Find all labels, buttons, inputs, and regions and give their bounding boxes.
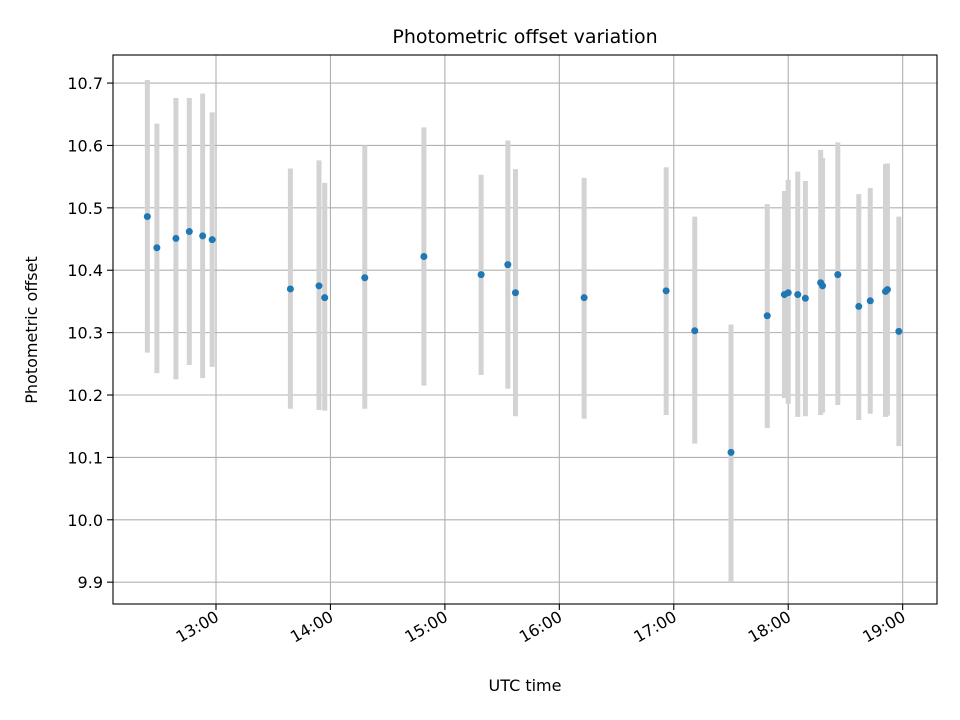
data-point: [361, 274, 369, 282]
data-point: [477, 271, 485, 279]
data-point: [763, 312, 771, 320]
y-tick-label: 10.3: [67, 324, 103, 343]
chart-title: Photometric offset variation: [392, 26, 657, 48]
data-point: [819, 282, 827, 290]
data-point: [153, 244, 161, 252]
y-tick-label: 10.5: [67, 199, 103, 218]
data-point: [185, 228, 193, 236]
data-point: [511, 289, 519, 297]
data-point: [315, 282, 323, 290]
y-tick-label: 10.7: [67, 74, 103, 93]
data-point: [727, 448, 735, 456]
data-point: [883, 286, 891, 294]
data-point: [866, 297, 874, 305]
data-point: [784, 289, 792, 297]
data-point: [286, 285, 294, 293]
y-tick-label: 10.0: [67, 511, 103, 530]
plot-frame: [112, 54, 938, 605]
data-point: [199, 232, 207, 240]
data-point: [834, 271, 842, 279]
data-point: [143, 213, 151, 221]
data-point: [691, 327, 699, 335]
y-axis-label: Photometric offset: [22, 256, 41, 404]
data-point: [801, 294, 809, 302]
y-axis-ticks: 9.9 10.0 10.1 10.2 10.3 10.4 10.5 10.6 10.7: [67, 74, 113, 592]
data-point: [855, 302, 863, 310]
x-axis-label: UTC time: [489, 676, 562, 695]
data-point: [895, 327, 903, 335]
data-point: [794, 291, 802, 299]
y-tick-label: 10.2: [67, 386, 103, 405]
data-points: [143, 213, 903, 456]
y-tick-label: 9.9: [78, 573, 103, 592]
y-tick-label: 10.1: [67, 448, 103, 467]
data-point: [420, 253, 428, 261]
y-tick-label: 10.4: [67, 261, 103, 280]
data-point: [208, 236, 216, 244]
y-tick-label: 10.6: [67, 136, 103, 155]
data-point: [321, 294, 329, 302]
data-point: [172, 234, 180, 242]
data-point: [662, 287, 670, 295]
data-point: [580, 294, 588, 302]
data-point: [504, 261, 512, 269]
